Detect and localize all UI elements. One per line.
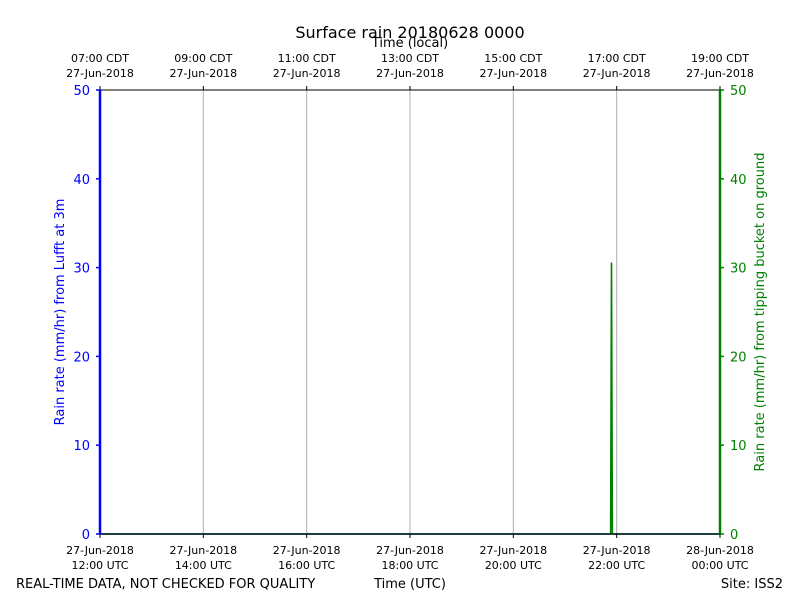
x-tick-label-date: 27-Jun-2018 (66, 544, 134, 557)
x-tick-label-date: 28-Jun-2018 (686, 544, 754, 557)
x-top-tick-label-date: 27-Jun-2018 (273, 67, 341, 80)
x-top-tick-label-date: 27-Jun-2018 (686, 67, 754, 80)
chart-title: Surface rain 20180628 0000 (295, 23, 524, 42)
x-tick-label-date: 27-Jun-2018 (583, 544, 651, 557)
y-tick-label-left: 50 (73, 84, 90, 99)
x-tick-label-time: 12:00 UTC (71, 559, 128, 572)
y-tick-label-right: 0 (730, 528, 738, 543)
bottom-axis-label: Time (UTC) (373, 577, 446, 592)
y-tick-label-left: 40 (73, 173, 90, 188)
x-top-tick-label-date: 27-Jun-2018 (583, 67, 651, 80)
x-top-tick-label-time: 09:00 CDT (174, 52, 232, 65)
top-axis-ticks: 07:00 CDT 27-Jun-2018 09:00 CDT 27-Jun-2018… (66, 52, 754, 90)
x-top-tick-label-date: 27-Jun-2018 (479, 67, 547, 80)
y-tick-label-left: 20 (73, 350, 90, 365)
right-axis-ticks: 0 10 20 30 40 50 (720, 84, 747, 543)
x-top-tick-label-time: 11:00 CDT (278, 52, 336, 65)
right-axis-label: Rain rate (mm/hr) from tipping bucket on… (753, 153, 768, 472)
x-tick-label-time: 16:00 UTC (278, 559, 335, 572)
x-tick-label-date: 27-Jun-2018 (479, 544, 547, 557)
y-tick-label-left: 10 (73, 439, 90, 454)
y-tick-label-right: 40 (730, 173, 747, 188)
x-tick-label-date: 27-Jun-2018 (376, 544, 444, 557)
grid-lines (202, 90, 618, 534)
x-top-tick-label-time: 15:00 CDT (484, 52, 542, 65)
y-tick-label-left: 30 (73, 262, 90, 277)
x-tick-label-time: 22:00 UTC (588, 559, 645, 572)
x-tick-label-time: 14:00 UTC (175, 559, 232, 572)
quality-note: REAL-TIME DATA, NOT CHECKED FOR QUALITY (16, 577, 315, 592)
x-tick-label-date: 27-Jun-2018 (273, 544, 341, 557)
x-tick-label-date: 27-Jun-2018 (169, 544, 237, 557)
site-label: Site: ISS2 (721, 577, 783, 592)
y-tick-label-right: 10 (730, 439, 747, 454)
y-tick-label-right: 50 (730, 84, 747, 99)
y-tick-label-left: 0 (82, 528, 90, 543)
x-top-tick-label-date: 27-Jun-2018 (376, 67, 444, 80)
bottom-axis-ticks: 27-Jun-2018 12:00 UTC 27-Jun-2018 14:00 UTC… (66, 534, 754, 572)
x-top-tick-label-time: 13:00 CDT (381, 52, 439, 65)
y-tick-label-right: 30 (730, 262, 747, 277)
x-tick-label-time: 00:00 UTC (691, 559, 748, 572)
x-top-tick-label-time: 19:00 CDT (691, 52, 749, 65)
x-tick-label-time: 18:00 UTC (381, 559, 438, 572)
x-top-tick-label-date: 27-Jun-2018 (66, 67, 134, 80)
left-axis-label: Rain rate (mm/hr) from Lufft at 3m (53, 199, 68, 426)
y-tick-label-right: 20 (730, 350, 747, 365)
x-top-tick-label-time: 07:00 CDT (71, 52, 129, 65)
x-top-tick-label-time: 17:00 CDT (588, 52, 646, 65)
x-top-tick-label-date: 27-Jun-2018 (169, 67, 237, 80)
left-axis-ticks: 0 10 20 30 40 50 (73, 84, 100, 543)
x-tick-label-time: 20:00 UTC (485, 559, 542, 572)
top-axis-label: Time (local) (371, 36, 448, 51)
